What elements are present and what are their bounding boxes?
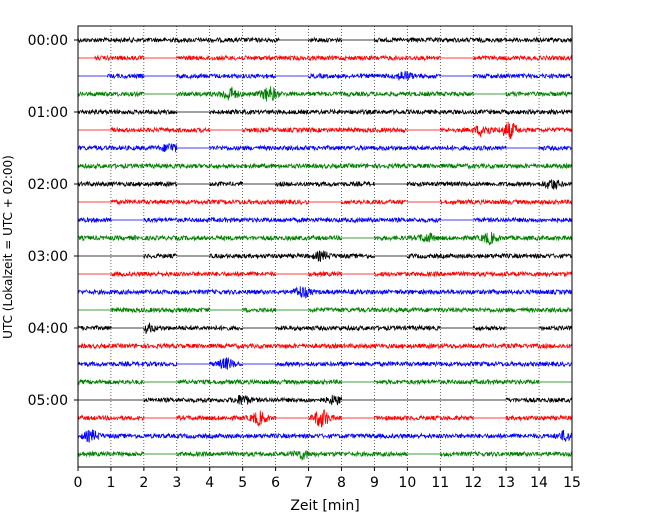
trace-row-0145 xyxy=(77,162,573,170)
x-tick-label: 9 xyxy=(370,475,379,491)
x-tick-label: 0 xyxy=(74,475,83,491)
x-tick-label: 14 xyxy=(530,475,548,491)
trace-row-0115 xyxy=(78,121,573,140)
x-tick-label: 2 xyxy=(139,475,148,491)
y-tick-label: 04:00 xyxy=(28,321,68,337)
x-axis-label: Zeit [min] xyxy=(290,498,359,514)
trace-row-0230 xyxy=(77,216,573,224)
x-tick-label: 6 xyxy=(271,475,280,491)
trace-row-0045 xyxy=(77,86,573,102)
trace-row-0030 xyxy=(78,70,573,82)
y-tick-label: 05:00 xyxy=(28,393,68,409)
x-tick-label: 3 xyxy=(172,475,181,491)
trace-row-0000 xyxy=(77,36,572,44)
trace-row-0200 xyxy=(77,178,573,191)
trace-row-0330 xyxy=(77,286,573,299)
trace-row-0215 xyxy=(78,198,573,206)
trace-row-0130 xyxy=(77,143,572,153)
x-axis-ticks: 0 1 2 3 4 5 6 7 8 9 10 11 12 13 14 15 xyxy=(74,467,581,491)
plot-frame xyxy=(77,25,573,468)
trace-row-0100 xyxy=(77,108,573,116)
x-tick-label: 10 xyxy=(398,475,416,491)
x-tick-label: 4 xyxy=(205,475,214,491)
y-tick-label: 03:00 xyxy=(28,249,68,265)
x-tick-label: 15 xyxy=(563,475,581,491)
trace-row-0300 xyxy=(78,250,572,262)
trace-row-0345 xyxy=(78,306,572,314)
y-tick-label: 01:00 xyxy=(28,105,68,121)
x-tick-label: 12 xyxy=(464,475,482,491)
trace-row-0400 xyxy=(77,322,573,334)
y-axis-label: UTC (Lokalzeit = UTC + 02:00) xyxy=(1,155,15,339)
x-tick-label: 11 xyxy=(431,475,449,491)
x-tick-label: 8 xyxy=(337,475,346,491)
trace-row-0245 xyxy=(77,231,573,246)
y-axis-ticks: 00:00 01:00 02:00 03:00 04:00 05:00 xyxy=(28,33,78,409)
trace-row-0530 xyxy=(77,429,573,443)
trace-row-0515 xyxy=(77,408,573,428)
trace-row-0545 xyxy=(77,450,573,461)
trace-row-0430 xyxy=(77,357,573,370)
x-tick-label: 5 xyxy=(238,475,247,491)
trace-row-0415 xyxy=(77,342,573,350)
y-tick-label: 02:00 xyxy=(28,177,68,193)
trace-row-0445 xyxy=(77,378,572,386)
seismic-traces xyxy=(77,36,573,461)
x-tick-label: 7 xyxy=(304,475,313,491)
y-tick-label: 00:00 xyxy=(28,33,68,49)
x-tick-label: 13 xyxy=(497,475,515,491)
trace-row-0315 xyxy=(78,270,573,278)
x-tick-label: 1 xyxy=(106,475,115,491)
trace-row-0500 xyxy=(78,394,573,406)
trace-row-0015 xyxy=(78,54,573,62)
